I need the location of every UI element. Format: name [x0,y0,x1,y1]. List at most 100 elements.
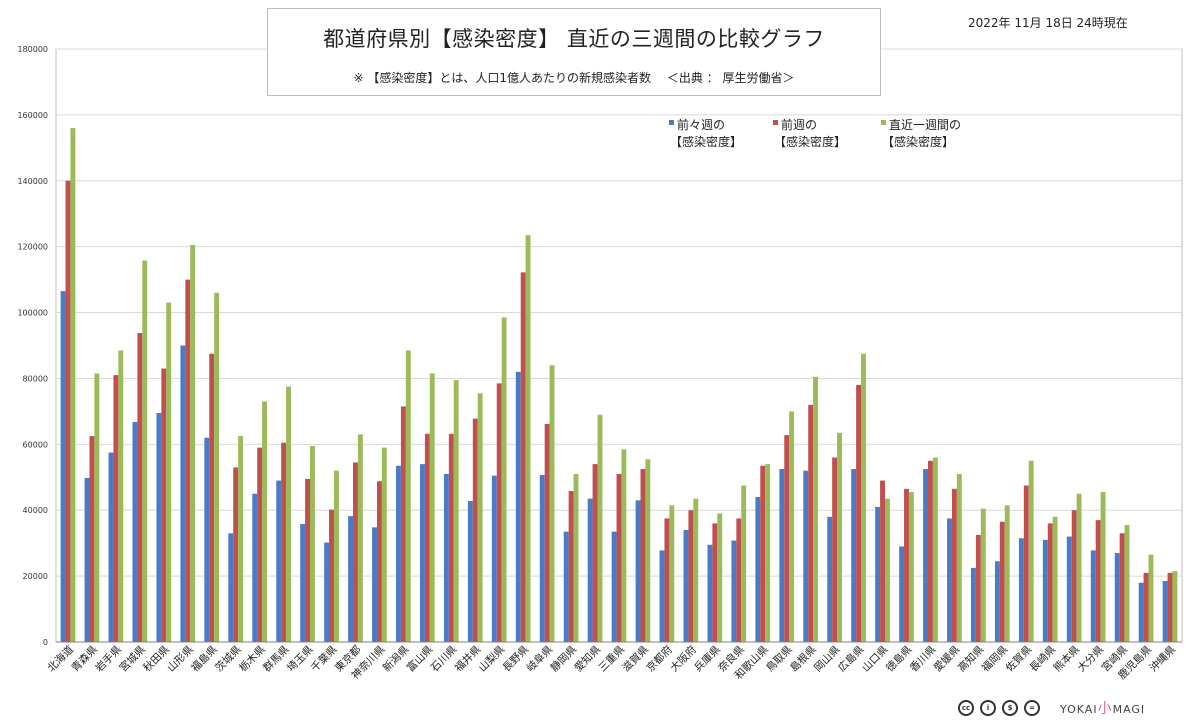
legend-label: 【感染密度】 [882,134,954,149]
bar [65,180,71,642]
bar [1148,554,1154,642]
bar [70,128,76,642]
bar [419,464,425,642]
bar [765,464,771,642]
bar [784,435,790,642]
bar [635,500,641,642]
legend-label: 【感染密度】 [774,134,846,149]
bar [904,488,909,642]
bar [400,406,406,642]
bar [971,567,976,643]
bar [999,521,1005,642]
bar [645,459,651,642]
bar [310,445,315,642]
bar [166,302,172,642]
bar [1119,533,1125,642]
legend-label: 【感染密度】 [670,134,742,149]
bar [956,473,962,642]
bar [233,467,239,642]
bar [1143,572,1149,642]
bar [669,505,675,642]
bar [659,550,665,642]
bar [789,411,795,642]
bar [731,540,737,642]
bar [827,516,833,642]
bar [1023,485,1029,642]
bar [1076,493,1082,642]
bar [262,401,267,642]
bar [491,475,497,642]
bar [856,385,862,642]
bar [1052,516,1058,642]
bar [118,350,124,642]
bar [587,498,593,642]
bar [396,465,401,642]
bar [813,376,819,642]
bar [1066,536,1072,642]
bar [544,423,550,642]
bar [113,375,119,642]
brand-logo: YOKAI小MAGI [1060,698,1145,718]
bar [520,272,526,642]
bar [1028,460,1034,642]
legend-label: 前々週の [677,117,725,132]
y-tick-label: 80000 [23,374,48,383]
bar [707,544,713,642]
bar [1124,525,1130,642]
bar [717,513,723,642]
y-tick-label: 60000 [23,440,48,449]
legend-swatch [773,120,778,125]
bar [994,561,1000,642]
bar [712,523,718,642]
bar [60,291,66,642]
bar [190,245,196,642]
legend-label: 前週の [781,117,817,132]
bar [923,469,928,642]
bar [1090,550,1096,642]
bar [568,491,574,642]
bar [616,473,622,642]
bar [1162,581,1168,642]
y-tick-label: 40000 [23,506,48,515]
bar [683,529,689,642]
bar [611,531,617,642]
chart-title: 都道府県別【感染密度】 直近の三週間の比較グラフ [323,27,825,51]
bar [372,527,377,642]
bar [238,436,244,642]
y-tick-label: 100000 [17,309,48,318]
x-tick-label: 大阪府 [668,643,699,674]
bar [376,481,382,642]
bar [209,353,215,642]
bar [779,469,785,642]
bar [1047,523,1053,642]
bar [496,383,502,642]
bar [573,473,579,642]
bar [286,386,291,642]
bar [185,279,191,642]
y-tick-label: 20000 [23,572,48,581]
bar [257,447,263,642]
bar [348,516,354,642]
bar [1172,571,1178,642]
brand-left: YOKAI [1060,703,1098,716]
bar [300,524,306,642]
bar [1138,582,1144,642]
bar [353,462,358,642]
bar [252,493,258,642]
brand-mid: 小 [1097,701,1113,717]
bar [525,235,531,642]
bar [640,469,646,642]
bar [94,373,100,642]
footer-logo: cc i $ = YOKAI小MAGI [958,697,1145,719]
bar [180,345,186,642]
bar [84,477,90,642]
bar [760,465,766,642]
bar [597,414,603,642]
bar [424,433,430,642]
bar [501,317,507,642]
bar [381,447,387,642]
y-tick-label: 120000 [17,243,48,252]
x-tick-label: 京都府 [644,643,675,674]
by-icon: i [980,700,996,716]
